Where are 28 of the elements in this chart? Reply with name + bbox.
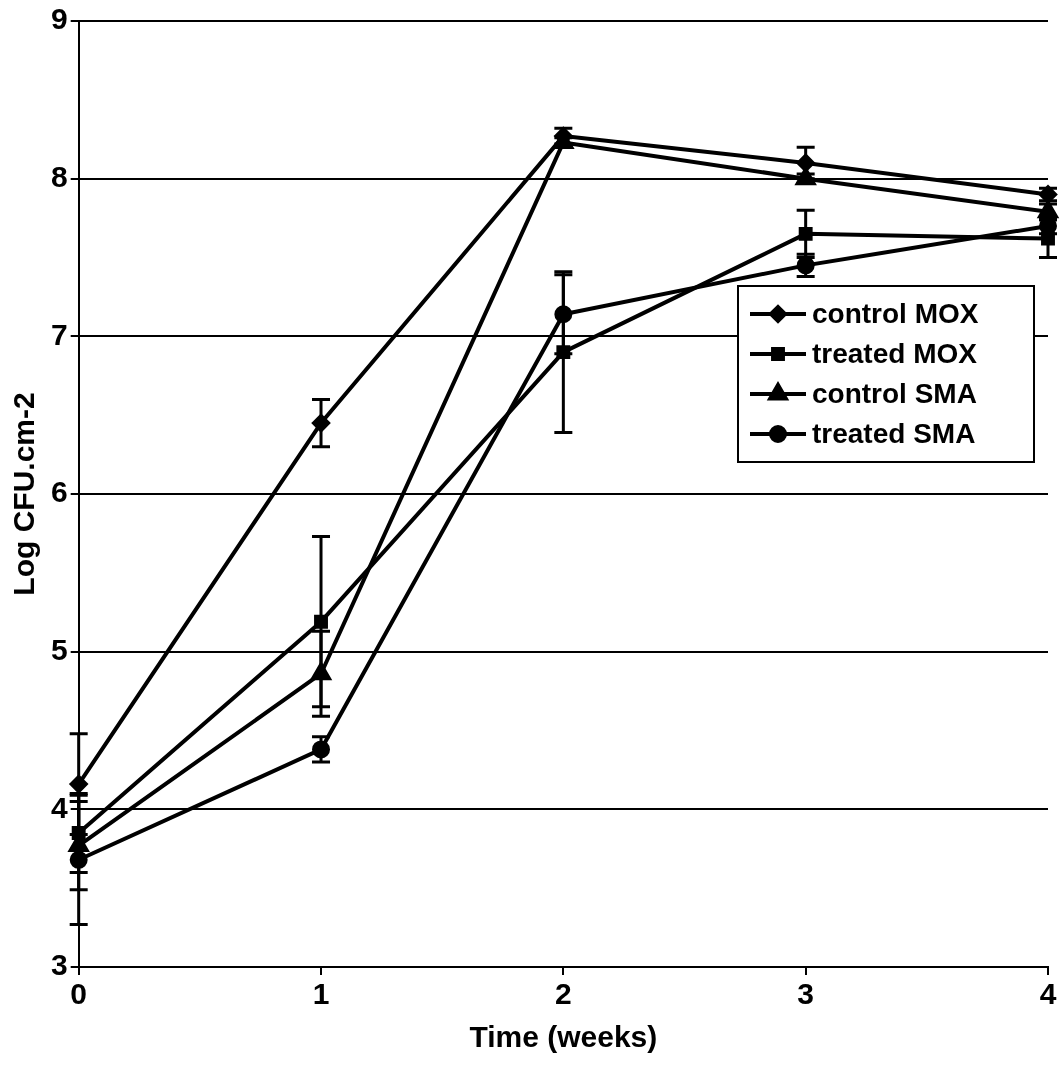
y-tick-label: 4 bbox=[51, 790, 68, 824]
legend-label: control MOX bbox=[812, 297, 979, 329]
x-tick-label: 1 bbox=[312, 977, 330, 1011]
x-tick-label: 3 bbox=[797, 977, 815, 1011]
y-tick-label: 5 bbox=[51, 632, 68, 666]
point bbox=[556, 345, 571, 360]
y-tick-label: 9 bbox=[51, 2, 68, 36]
y-axis-title: Log CFU.cm-2 bbox=[7, 392, 41, 596]
point bbox=[796, 153, 815, 172]
x-tick-label: 0 bbox=[70, 977, 88, 1011]
legend-label: treated SMA bbox=[812, 417, 976, 449]
legend-label: treated MOX bbox=[812, 337, 978, 369]
x-tick-label: 4 bbox=[1039, 977, 1057, 1011]
point bbox=[1041, 231, 1055, 246]
x-axis-title: Time (weeks) bbox=[469, 1020, 658, 1054]
point bbox=[69, 775, 88, 794]
y-tick-label: 3 bbox=[51, 948, 68, 982]
point bbox=[69, 850, 88, 869]
legend-label: control SMA bbox=[812, 377, 977, 409]
y-tick-label: 7 bbox=[51, 317, 68, 351]
point bbox=[312, 414, 331, 433]
point bbox=[314, 614, 328, 629]
y-tick-label: 8 bbox=[51, 159, 68, 193]
point bbox=[554, 305, 573, 324]
point bbox=[798, 226, 813, 241]
y-tick-label: 6 bbox=[51, 475, 68, 509]
x-tick-label: 2 bbox=[555, 977, 572, 1011]
point bbox=[312, 740, 331, 759]
